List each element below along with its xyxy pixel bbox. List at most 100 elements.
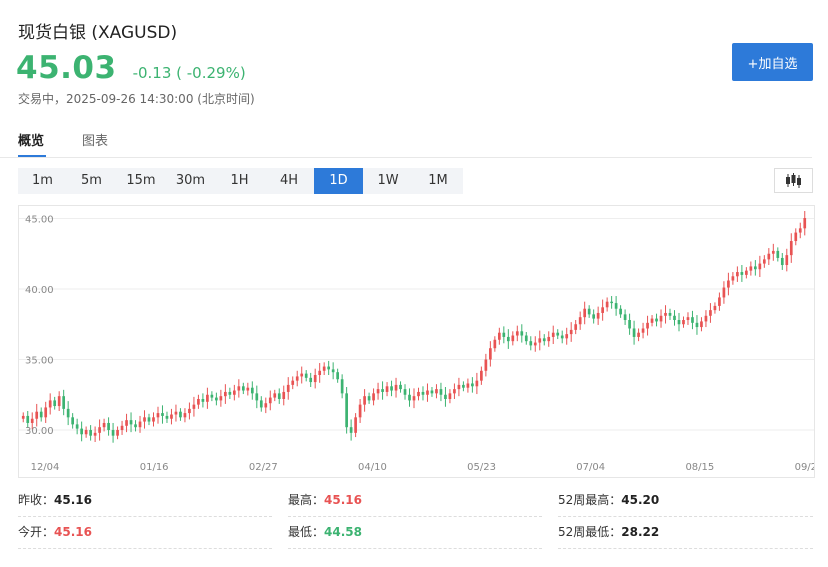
candle-body bbox=[201, 398, 205, 402]
tab-overview[interactable]: 概览 bbox=[18, 134, 45, 149]
candle-body bbox=[583, 308, 587, 318]
candle-body bbox=[754, 266, 757, 270]
candle-body bbox=[197, 398, 200, 405]
candlestick-icon bbox=[786, 173, 801, 188]
candle-body bbox=[179, 411, 182, 418]
candle-body bbox=[484, 359, 488, 371]
period-1mo[interactable]: 1M bbox=[428, 173, 448, 188]
candle-body bbox=[232, 390, 236, 395]
candle-body bbox=[237, 386, 241, 391]
candle-body bbox=[713, 305, 717, 311]
candle-body bbox=[111, 430, 115, 436]
candle-body bbox=[75, 424, 79, 429]
candle-body bbox=[255, 393, 259, 401]
tab-chart[interactable]: 图表 bbox=[82, 134, 109, 149]
period-5m[interactable]: 5m bbox=[81, 173, 102, 188]
candle-body bbox=[448, 393, 452, 399]
candle-body bbox=[453, 389, 456, 394]
candle-body bbox=[596, 312, 600, 319]
candle-body bbox=[35, 411, 39, 419]
stat-low: 最低：44.58 bbox=[288, 517, 542, 549]
candle-body bbox=[700, 321, 703, 328]
candle-body bbox=[57, 396, 61, 407]
candle-body bbox=[664, 312, 667, 316]
candlestick-chart: 45.00 40.00 35.00 30.00 12/04 01/16 02/27 04/10… bbox=[19, 210, 814, 473]
stats-row: 今开：45.16 最低：44.58 52周最低：28.22 bbox=[18, 517, 813, 549]
candle-body bbox=[241, 386, 245, 391]
candle-body bbox=[367, 396, 371, 401]
candle-body bbox=[709, 310, 712, 316]
candle-body bbox=[565, 334, 569, 339]
candle-body bbox=[210, 394, 214, 398]
x-tick-label: 08/15 bbox=[685, 462, 714, 473]
candle-body bbox=[44, 407, 48, 418]
x-tick-label: 07/04 bbox=[576, 462, 605, 473]
candle-body bbox=[120, 425, 124, 431]
candle-body bbox=[215, 397, 218, 401]
candle-body bbox=[497, 332, 501, 340]
candle-body bbox=[318, 370, 322, 376]
candle-body bbox=[134, 424, 137, 428]
candle-body bbox=[224, 391, 227, 397]
candle-body bbox=[62, 396, 66, 409]
candle-body bbox=[767, 253, 771, 260]
period-1m[interactable]: 1m bbox=[32, 173, 53, 188]
candle-body bbox=[686, 317, 690, 321]
candle-body bbox=[758, 263, 762, 270]
period-1d[interactable]: 1D bbox=[314, 168, 363, 194]
last-price: 45.03 bbox=[16, 50, 117, 86]
candle-body bbox=[26, 415, 30, 423]
candle-body bbox=[336, 372, 339, 380]
y-tick-label: 30.00 bbox=[25, 426, 54, 437]
candle-body bbox=[466, 383, 470, 388]
candle-body bbox=[354, 417, 357, 433]
candle-body bbox=[183, 413, 187, 418]
candle-body bbox=[578, 317, 582, 325]
add-watchlist-button[interactable]: +加自选 bbox=[732, 43, 813, 81]
x-tick-label: 05/23 bbox=[467, 462, 496, 473]
candle-body bbox=[462, 384, 465, 388]
candle-body bbox=[475, 380, 479, 387]
candle-body bbox=[273, 393, 277, 398]
page-title: 现货白银 (XAGUSD) bbox=[18, 23, 178, 43]
candle-body bbox=[592, 314, 596, 319]
period-selector: 1m 5m 15m 30m 1H 4H 1D 1W 1M bbox=[18, 168, 463, 194]
period-1h[interactable]: 1H bbox=[230, 173, 249, 188]
candle-body bbox=[246, 387, 250, 391]
candle-body bbox=[560, 335, 564, 339]
candle-body bbox=[277, 393, 281, 399]
candle-body bbox=[691, 317, 694, 323]
candle-body bbox=[439, 389, 443, 395]
candle-body bbox=[125, 420, 128, 426]
candle-body bbox=[408, 394, 411, 401]
candle-body bbox=[574, 324, 578, 330]
candle-body bbox=[174, 411, 178, 415]
price-chart[interactable]: 45.00 40.00 35.00 30.00 12/04 01/16 02/27 04/10… bbox=[18, 205, 815, 478]
candle-body bbox=[84, 430, 88, 435]
candle-body bbox=[71, 417, 74, 425]
candle-body bbox=[641, 328, 645, 333]
period-1w[interactable]: 1W bbox=[377, 173, 399, 188]
candle-body bbox=[524, 335, 528, 342]
candle-body bbox=[444, 394, 447, 399]
candle-body bbox=[547, 336, 551, 342]
candle-body bbox=[89, 430, 92, 436]
period-30m[interactable]: 30m bbox=[175, 173, 206, 188]
candle-body bbox=[381, 389, 384, 392]
period-15m[interactable]: 15m bbox=[126, 173, 156, 188]
period-4h[interactable]: 4H bbox=[279, 173, 299, 188]
candle-body bbox=[745, 270, 748, 275]
candle-body bbox=[776, 250, 780, 258]
price-change: -0.13 ( -0.29%) bbox=[132, 64, 246, 82]
candle-body bbox=[529, 341, 533, 346]
candle-body bbox=[421, 391, 425, 395]
chart-type-button[interactable] bbox=[774, 168, 813, 193]
candle-body bbox=[736, 272, 739, 277]
candle-body bbox=[98, 427, 101, 433]
candle-body bbox=[161, 413, 164, 416]
candle-body bbox=[107, 422, 110, 431]
price-row: 45.03 -0.13 ( -0.29%) bbox=[16, 50, 246, 86]
candle-body bbox=[282, 391, 286, 399]
trading-status: 交易中，2025-09-26 14:30:00 (北京时间) bbox=[18, 92, 255, 106]
candle-body bbox=[412, 396, 416, 401]
